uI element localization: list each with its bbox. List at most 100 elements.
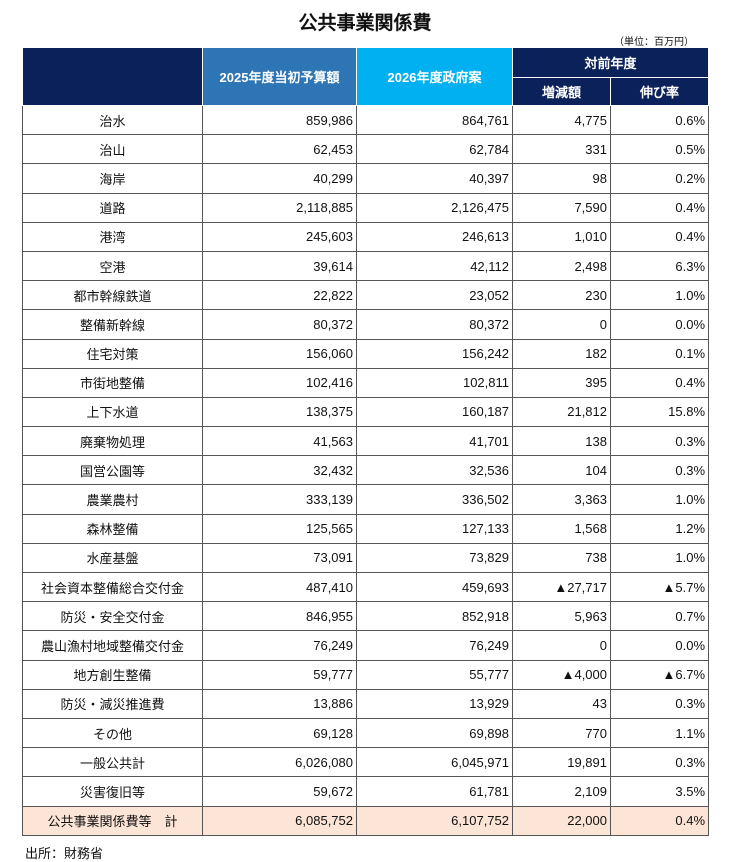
table-row: 港湾 245,603 246,613 1,010 0.4%	[22, 221, 710, 252]
growth-rate: 0.3%	[609, 426, 710, 457]
table-row: 海岸 40,299 40,397 98 0.2%	[22, 163, 710, 194]
budget-2025: 59,672	[202, 776, 357, 807]
proposal-2026: 864,761	[356, 104, 513, 136]
row-label: 一般公共計	[22, 747, 203, 778]
change-amount: 4,775	[512, 104, 611, 136]
table-row: その他 69,128 69,898 770 1.1%	[22, 717, 710, 749]
row-label: 社会資本整備総合交付金	[22, 571, 203, 603]
budget-2025: 6,026,080	[202, 747, 357, 778]
proposal-2026: 459,693	[356, 571, 513, 603]
growth-rate: 0.3%	[609, 747, 710, 778]
growth-rate: 0.5%	[609, 134, 710, 165]
source-note: 出所：財務省	[25, 846, 104, 861]
change-amount: 738	[512, 542, 611, 574]
table-row: 一般公共計 6,026,080 6,045,971 19,891 0.3%	[22, 747, 710, 778]
change-amount: 3,363	[512, 484, 611, 515]
proposal-2026: 32,536	[356, 455, 513, 486]
growth-rate: 0.2%	[609, 163, 710, 194]
budget-2025: 32,432	[202, 455, 357, 486]
growth-rate: 1.0%	[609, 280, 710, 311]
proposal-2026: 156,242	[356, 338, 513, 369]
budget-2025: 62,453	[202, 134, 357, 165]
table-row: 農業農村 333,139 336,502 3,363 1.0%	[22, 484, 710, 515]
row-label: 地方創生整備	[22, 659, 203, 690]
proposal-2026: 69,898	[356, 717, 513, 749]
change-amount: 1,010	[512, 221, 611, 252]
growth-rate: 0.4%	[609, 367, 710, 398]
proposal-2026: 62,784	[356, 134, 513, 165]
change-amount: 22,000	[512, 805, 611, 836]
row-label: 農業農村	[22, 484, 203, 515]
growth-rate: 0.4%	[609, 221, 710, 252]
row-label: 治水	[22, 104, 203, 136]
change-amount: 138	[512, 426, 611, 457]
growth-rate: 0.4%	[609, 805, 710, 836]
budget-2025: 13,886	[202, 688, 357, 719]
table-row: 防災・安全交付金 846,955 852,918 5,963 0.7%	[22, 601, 710, 632]
row-label: 都市幹線鉄道	[22, 280, 203, 311]
header-2025-budget: 2025年度当初予算額	[202, 47, 357, 106]
change-amount: 182	[512, 338, 611, 369]
budget-2025: 80,372	[202, 309, 357, 340]
proposal-2026: 852,918	[356, 601, 513, 632]
proposal-2026: 73,829	[356, 542, 513, 574]
proposal-2026: 40,397	[356, 163, 513, 194]
change-amount: 2,498	[512, 250, 611, 282]
table-row: 農山漁村地域整備交付金 76,249 76,249 0 0.0%	[22, 630, 710, 661]
growth-rate: 0.7%	[609, 601, 710, 632]
table-row: 治水 859,986 864,761 4,775 0.6%	[22, 104, 710, 136]
change-amount: 770	[512, 717, 611, 749]
row-label: 農山漁村地域整備交付金	[22, 630, 203, 661]
table-row: 廃棄物処理 41,563 41,701 138 0.3%	[22, 426, 710, 457]
budget-2025: 76,249	[202, 630, 357, 661]
header-yoy-group: 対前年度	[511, 47, 710, 78]
budget-2025: 22,822	[202, 280, 357, 311]
table-row: 整備新幹線 80,372 80,372 0 0.0%	[22, 309, 710, 340]
growth-rate: 0.4%	[609, 192, 710, 223]
budget-2025: 40,299	[202, 163, 357, 194]
row-label: 空港	[22, 250, 203, 282]
row-label: 防災・安全交付金	[22, 601, 203, 632]
growth-rate: 1.0%	[609, 542, 710, 574]
proposal-2026: 102,811	[356, 367, 513, 398]
proposal-2026: 6,107,752	[356, 805, 513, 836]
growth-rate: ▲6.7%	[609, 659, 710, 690]
row-label: 治山	[22, 134, 203, 165]
budget-2025: 333,139	[202, 484, 357, 515]
page-title: 公共事業関係費	[298, 13, 432, 34]
proposal-2026: 61,781	[356, 776, 513, 807]
budget-2025: 6,085,752	[202, 805, 357, 836]
row-label: 海岸	[22, 163, 203, 194]
header-growth-rate: 伸び率	[609, 77, 710, 106]
proposal-2026: 246,613	[356, 221, 513, 252]
budget-2025: 73,091	[202, 542, 357, 574]
table-row: 社会資本整備総合交付金 487,410 459,693 ▲27,717 ▲5.7%	[22, 571, 710, 603]
table-row: 市街地整備 102,416 102,811 395 0.4%	[22, 367, 710, 398]
budget-2025: 156,060	[202, 338, 357, 369]
change-amount: 0	[512, 630, 611, 661]
budget-table: 2025年度当初予算額 2026年度政府案 対前年度 増減額 伸び率 治水 859…	[22, 47, 710, 836]
budget-2025: 69,128	[202, 717, 357, 749]
proposal-2026: 42,112	[356, 250, 513, 282]
row-label: 整備新幹線	[22, 309, 203, 340]
table-row: 水産基盤 73,091 73,829 738 1.0%	[22, 542, 710, 574]
change-amount: 395	[512, 367, 611, 398]
table-row: 災害復旧等 59,672 61,781 2,109 3.5%	[22, 776, 710, 807]
header-2026-proposal: 2026年度政府案	[356, 47, 513, 106]
row-label: 市街地整備	[22, 367, 203, 398]
budget-2025: 846,955	[202, 601, 357, 632]
proposal-2026: 127,133	[356, 513, 513, 544]
budget-2025: 59,777	[202, 659, 357, 690]
growth-rate: 15.8%	[609, 396, 710, 428]
change-amount: 7,590	[512, 192, 611, 223]
proposal-2026: 76,249	[356, 630, 513, 661]
change-amount: 1,568	[512, 513, 611, 544]
row-label: 森林整備	[22, 513, 203, 544]
proposal-2026: 41,701	[356, 426, 513, 457]
change-amount: 2,109	[512, 776, 611, 807]
table-row: 道路 2,118,885 2,126,475 7,590 0.4%	[22, 192, 710, 223]
budget-2025: 39,614	[202, 250, 357, 282]
proposal-2026: 6,045,971	[356, 747, 513, 778]
table-row: 空港 39,614 42,112 2,498 6.3%	[22, 250, 710, 282]
row-label: 上下水道	[22, 396, 203, 428]
